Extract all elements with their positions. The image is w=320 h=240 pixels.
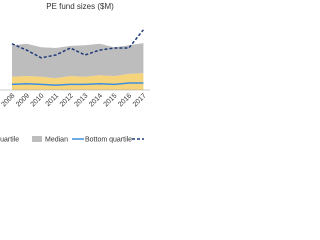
x-tick-label: 2016 — [117, 92, 133, 108]
legend-swatch — [32, 136, 42, 142]
x-tick-label: 2011 — [45, 92, 61, 108]
x-tick-label: 2012 — [59, 92, 75, 108]
x-tick-label: 2009 — [15, 92, 31, 108]
legend-label: Top quartile — [0, 137, 19, 144]
x-tick-label: 2014 — [88, 92, 104, 108]
x-tick-label: 2015 — [103, 92, 119, 108]
chart: PE fund sizes ($M) 200820092010201120122… — [0, 2, 150, 144]
legend-label: Bottom quartile — [85, 137, 132, 144]
line — [11, 29, 144, 59]
area — [12, 73, 144, 90]
legend-label: Median — [45, 137, 68, 144]
x-tick-label: 2008 — [0, 92, 16, 108]
x-tick-label: 2010 — [30, 92, 46, 108]
chart-title: PE fund sizes ($M) — [46, 2, 114, 11]
area — [12, 43, 144, 79]
x-tick-label: 2017 — [132, 92, 148, 108]
x-tick-label: 2013 — [73, 92, 89, 108]
line — [11, 82, 144, 86]
